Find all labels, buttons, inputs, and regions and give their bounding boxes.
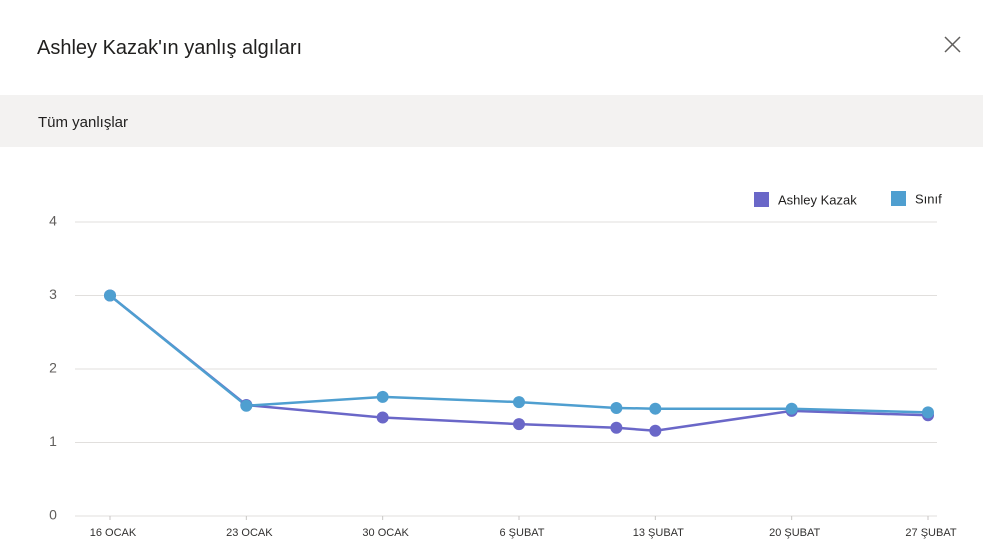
data-point (785, 402, 798, 415)
data-point (513, 396, 525, 409)
section-label: Tüm yanlışlar (38, 114, 129, 131)
y-tick-label: 1 (49, 433, 57, 449)
section-header: Tüm yanlışlar (0, 95, 983, 147)
x-tick-label: 27 ŞUBAT (905, 527, 956, 539)
legend-swatch (891, 191, 906, 206)
x-tick-label: 30 OCAK (362, 527, 409, 539)
data-point (610, 401, 623, 414)
x-tick-label: 6 ŞUBAT (499, 527, 544, 539)
data-point (104, 289, 116, 302)
data-point (376, 411, 389, 424)
close-button[interactable] (940, 33, 964, 57)
series-line (109, 294, 929, 414)
legend-label: Ashley Kazak (778, 192, 857, 207)
x-tick-label: 16 OCAK (90, 527, 137, 539)
series-line (109, 294, 929, 432)
chart: 0 1 2 3 4 16 OCAK 23 OCAK 30 OCAK 6 ŞUBAT 13 ŞUBA… (49, 191, 957, 539)
y-tick-label: 2 (49, 360, 57, 376)
y-tick-label: 3 (49, 286, 57, 302)
data-point (610, 421, 623, 434)
x-tick-label: 13 ŞUBAT (633, 527, 684, 539)
y-tick-label: 0 (49, 507, 57, 523)
data-point (649, 424, 662, 437)
dialog-title: Ashley Kazak'ın yanlış algıları (37, 37, 303, 59)
data-point (922, 406, 934, 419)
legend-swatch (754, 192, 769, 207)
x-tick-label: 23 OCAK (226, 527, 273, 539)
y-tick-label: 4 (49, 213, 57, 229)
data-point (513, 418, 525, 431)
legend-label: Sınıf (915, 191, 942, 206)
data-point (376, 390, 389, 403)
data-point (240, 399, 253, 412)
x-tick-label: 20 ŞUBAT (769, 527, 820, 539)
data-point (649, 402, 662, 415)
